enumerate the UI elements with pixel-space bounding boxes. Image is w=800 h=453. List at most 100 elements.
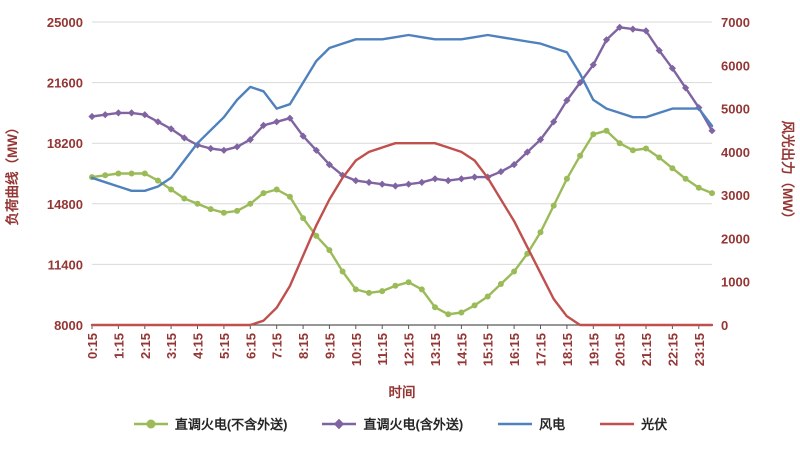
series-marker-circle bbox=[695, 184, 702, 191]
series-marker-diamond bbox=[88, 112, 96, 121]
series-marker-diamond bbox=[563, 96, 571, 104]
series-marker-circle bbox=[194, 200, 201, 207]
series-marker-diamond bbox=[405, 180, 413, 188]
series-marker-circle bbox=[286, 193, 293, 200]
series-marker-circle bbox=[709, 190, 715, 197]
series-marker-circle bbox=[181, 195, 188, 202]
series-marker-circle bbox=[629, 147, 636, 154]
x-tick-label: 20:15 bbox=[613, 333, 628, 366]
series-marker-diamond bbox=[339, 171, 347, 179]
legend-item: 直调火电(不含外送) bbox=[133, 414, 287, 433]
legend-series-icon bbox=[322, 418, 357, 429]
series-marker-circle bbox=[656, 154, 663, 161]
series-marker-diamond bbox=[444, 177, 452, 185]
x-axis-title: 时间 bbox=[389, 384, 416, 400]
legend-label: 直调火电(含外送) bbox=[363, 417, 464, 432]
chart-plot: 负荷曲线（MW） 风光出力（MW） 时间 8000 11400 14800 18200… bbox=[4, 15, 796, 400]
left-axis-tick-label: 8000 bbox=[54, 318, 83, 333]
series-marker-diamond bbox=[233, 143, 241, 151]
series-marker-circle bbox=[445, 311, 452, 318]
right-axis-tick-label: 3000 bbox=[721, 188, 750, 203]
right-axis-title: 风光出力（MW） bbox=[780, 121, 796, 226]
series-marker-circle bbox=[141, 170, 148, 177]
legend-item: 光伏 bbox=[599, 414, 667, 433]
x-tick-label: 16:15 bbox=[507, 333, 522, 366]
x-tick-label: 15:15 bbox=[481, 333, 496, 366]
series-marker-circle bbox=[379, 288, 386, 295]
series-marker-diamond bbox=[325, 161, 333, 169]
series-marker-circle bbox=[497, 281, 504, 287]
series-marker-diamond bbox=[668, 64, 676, 72]
series-marker-circle bbox=[392, 282, 399, 289]
series-marker-diamond bbox=[378, 180, 386, 188]
left-axis-tick-label: 11400 bbox=[48, 257, 83, 272]
x-tick-label: 2:15 bbox=[138, 333, 153, 359]
series-marker-diamond bbox=[286, 114, 294, 122]
x-tick-label: 17:15 bbox=[534, 333, 549, 366]
series-marker-circle bbox=[484, 293, 491, 300]
series-marker-diamond bbox=[629, 25, 637, 33]
legend-label: 风电 bbox=[539, 417, 566, 432]
series-marker-circle bbox=[471, 302, 478, 309]
series-marker-diamond bbox=[457, 175, 465, 183]
series-marker-diamond bbox=[576, 79, 584, 87]
series-marker-diamond bbox=[259, 121, 268, 129]
series-marker-diamond bbox=[471, 173, 479, 181]
legend-series-icon bbox=[600, 422, 635, 425]
series-marker-circle bbox=[207, 206, 214, 213]
series-marker-diamond bbox=[523, 148, 531, 156]
series-marker-diamond bbox=[114, 109, 122, 117]
series-marker-circle bbox=[247, 200, 254, 207]
x-tick-label: 10:15 bbox=[349, 333, 364, 366]
series-marker-diamond bbox=[536, 136, 545, 144]
left-axis-tick-label: 18200 bbox=[47, 136, 83, 151]
series-marker-diamond bbox=[497, 168, 505, 176]
x-tick-label: 8:15 bbox=[296, 333, 311, 359]
series-marker-circle bbox=[220, 209, 227, 216]
x-tick-label: 22:15 bbox=[665, 333, 680, 366]
series-marker-diamond bbox=[220, 146, 228, 154]
series-marker-circle bbox=[339, 268, 346, 275]
x-tick-label: 0:15 bbox=[85, 333, 100, 359]
series-marker-circle bbox=[458, 309, 465, 316]
series-marker-diamond bbox=[154, 118, 162, 126]
series-marker-circle bbox=[300, 215, 307, 222]
series-marker-diamond bbox=[299, 132, 307, 140]
series-marker-circle bbox=[537, 229, 544, 236]
series-marker-diamond bbox=[207, 144, 215, 153]
x-tick-label: 4:15 bbox=[191, 333, 206, 359]
series-marker-circle bbox=[168, 186, 175, 193]
series-marker-diamond bbox=[510, 161, 518, 169]
legend-label: 光伏 bbox=[641, 417, 668, 432]
series-marker-diamond bbox=[431, 175, 439, 183]
left-axis-tick-label: 14800 bbox=[47, 197, 83, 212]
series-marker-circle bbox=[418, 286, 425, 293]
legend-item: 风电 bbox=[497, 414, 565, 433]
legend-item: 直调火电(含外送) bbox=[321, 414, 463, 433]
series-marker-circle bbox=[643, 145, 649, 152]
series-marker-circle bbox=[682, 175, 689, 182]
series-marker-diamond bbox=[655, 46, 663, 55]
series-marker-diamond bbox=[602, 36, 611, 44]
series-line-1 bbox=[90, 26, 714, 188]
series-marker-circle bbox=[577, 152, 584, 159]
x-tick-label: 21:15 bbox=[639, 333, 654, 366]
right-axis-tick-label: 0 bbox=[721, 318, 728, 333]
series-marker-circle bbox=[115, 170, 122, 177]
series-marker-diamond bbox=[312, 146, 320, 154]
series-line-3 bbox=[90, 141, 714, 327]
legend-series-icon bbox=[498, 422, 533, 425]
series-marker-diamond bbox=[167, 125, 175, 133]
x-tick-label: 3:15 bbox=[164, 333, 179, 359]
series-marker-diamond bbox=[273, 118, 281, 126]
series-marker-circle bbox=[234, 207, 241, 214]
series-marker-diamond bbox=[616, 23, 624, 31]
series-marker-circle bbox=[352, 286, 359, 293]
series-marker-circle bbox=[550, 202, 557, 209]
series-marker-diamond bbox=[418, 178, 426, 186]
series-marker-circle bbox=[432, 304, 438, 311]
x-tick-label: 9:15 bbox=[322, 333, 337, 359]
series-marker-circle bbox=[102, 172, 109, 179]
x-tick-label: 1:15 bbox=[111, 333, 126, 359]
